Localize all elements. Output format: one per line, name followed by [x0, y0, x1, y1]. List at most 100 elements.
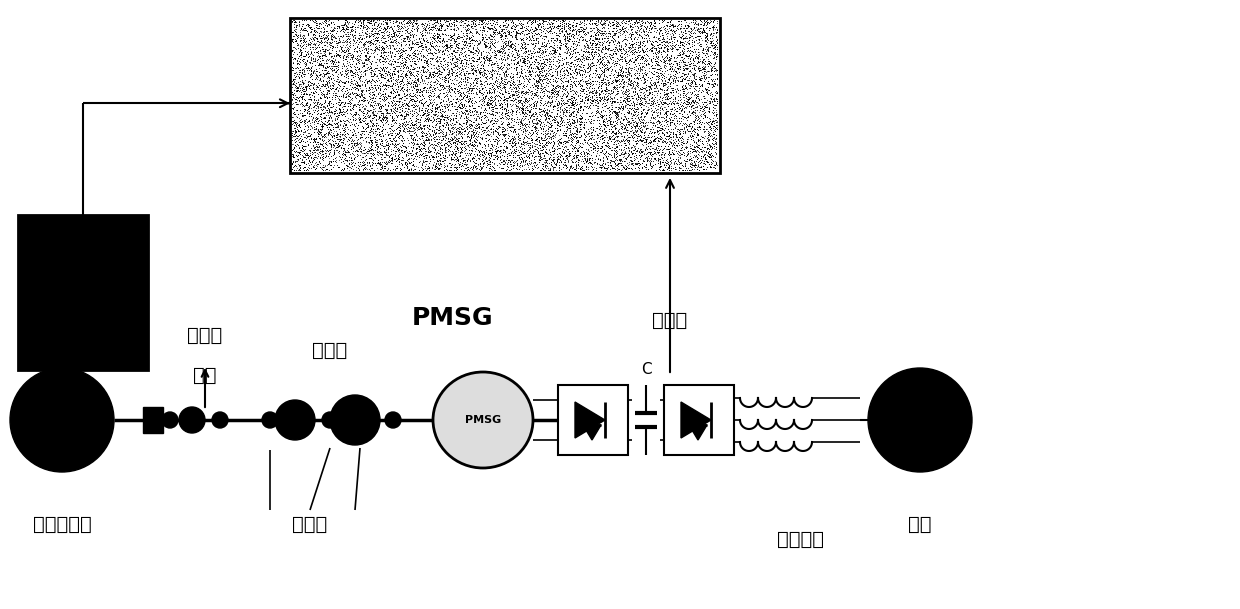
Point — [689, 105, 709, 115]
Point — [672, 112, 692, 122]
Point — [490, 20, 510, 30]
Point — [455, 149, 475, 158]
Point — [670, 83, 689, 93]
Point — [450, 103, 470, 113]
Point — [289, 24, 309, 34]
Point — [668, 77, 688, 87]
Point — [698, 120, 718, 130]
Point — [314, 157, 334, 167]
Point — [445, 47, 465, 57]
Point — [348, 139, 368, 149]
Point — [305, 99, 325, 109]
Point — [294, 148, 314, 158]
Point — [293, 21, 312, 31]
Point — [433, 81, 453, 91]
Point — [402, 43, 422, 52]
Point — [438, 62, 458, 72]
Point — [486, 111, 506, 121]
Point — [360, 149, 379, 159]
Point — [453, 75, 472, 85]
Point — [557, 94, 577, 104]
Point — [572, 132, 591, 142]
Point — [503, 147, 523, 157]
Point — [463, 165, 482, 175]
Point — [479, 70, 498, 80]
Point — [330, 84, 350, 94]
Point — [613, 41, 632, 51]
Point — [495, 54, 515, 63]
Point — [704, 93, 724, 103]
Point — [692, 132, 712, 141]
Point — [471, 72, 491, 82]
Point — [587, 40, 606, 50]
Point — [342, 62, 362, 72]
Point — [340, 64, 360, 74]
Point — [496, 108, 516, 118]
Point — [601, 145, 621, 155]
Point — [676, 51, 696, 61]
Point — [365, 103, 384, 113]
Point — [507, 30, 527, 40]
Point — [360, 69, 379, 79]
Point — [657, 30, 677, 40]
Point — [595, 60, 615, 69]
Point — [652, 98, 672, 108]
Point — [389, 90, 409, 99]
Point — [459, 115, 479, 125]
Point — [579, 43, 599, 53]
Point — [362, 93, 382, 103]
Point — [413, 24, 433, 33]
Point — [568, 28, 588, 38]
Point — [370, 55, 389, 65]
Point — [401, 144, 420, 153]
Point — [698, 127, 718, 137]
Point — [630, 30, 650, 40]
Point — [611, 104, 631, 113]
Point — [614, 22, 634, 32]
Point — [427, 56, 446, 66]
Point — [482, 119, 502, 128]
Point — [291, 33, 311, 43]
Point — [605, 101, 625, 111]
Point — [549, 152, 569, 161]
Point — [681, 114, 701, 124]
Point — [345, 139, 365, 149]
Point — [481, 74, 501, 83]
Point — [358, 23, 378, 33]
Point — [327, 90, 347, 100]
Point — [368, 108, 388, 118]
Point — [537, 103, 557, 113]
Point — [523, 53, 543, 63]
Point — [603, 94, 622, 104]
Point — [317, 108, 337, 118]
Point — [567, 108, 587, 118]
Point — [418, 133, 438, 143]
Point — [543, 89, 563, 99]
Point — [397, 130, 417, 140]
Point — [446, 69, 466, 79]
Point — [427, 146, 446, 156]
Point — [285, 35, 305, 44]
Point — [534, 48, 554, 58]
Point — [668, 99, 688, 109]
Point — [444, 113, 464, 123]
Point — [342, 61, 362, 71]
Point — [653, 139, 673, 149]
Point — [316, 97, 336, 107]
Point — [438, 47, 458, 57]
Point — [595, 21, 615, 30]
Point — [608, 46, 627, 55]
Point — [465, 136, 485, 146]
Point — [404, 72, 424, 82]
Point — [355, 45, 374, 55]
Point — [646, 59, 666, 69]
Point — [703, 41, 723, 51]
Point — [294, 90, 314, 100]
Point — [583, 112, 603, 122]
Point — [427, 63, 446, 72]
Point — [467, 136, 487, 146]
Point — [402, 57, 422, 67]
Point — [433, 58, 453, 68]
Point — [312, 63, 332, 73]
Point — [517, 57, 537, 66]
